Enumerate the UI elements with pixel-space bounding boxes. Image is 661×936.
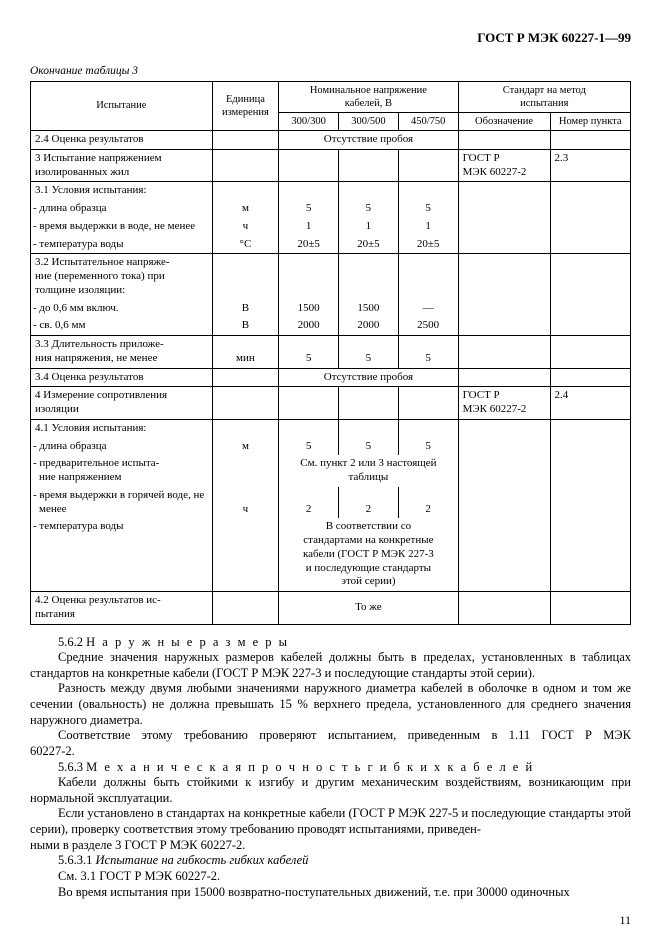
hdr-voltage-group: Номинальное напряжение кабелей, В [279,81,458,112]
table-row: 3.4 Оценка результатов [31,368,213,387]
table-caption: Окончание таблицы 3 [30,64,631,78]
hdr-unit: Единица измерения [212,81,279,130]
table-row: 4.1 Условия испытания: [31,419,213,437]
table-row: 3.1 Условия испытания: [31,182,213,200]
table-row: - время выдержки в горячей воде, не мене… [31,487,213,519]
table-row: - св. 0,6 мм [31,317,213,335]
page-number: 11 [619,913,631,928]
table-row: 3.2 Испытательное напряже- ние (переменн… [31,254,213,300]
body-text: 5.6.2 Н а р у ж н ы е р а з м е р ы Сред… [30,635,631,901]
table-row: - температура воды [31,518,213,591]
document-number: ГОСТ Р МЭК 60227-1—99 [30,30,631,46]
hdr-std-name: Обозначение [458,112,550,130]
hdr-v1: 300/300 [279,112,339,130]
hdr-v2: 300/500 [339,112,399,130]
table-row: 4 Измерение сопротивления изоляции [31,387,213,420]
table-row: - длина образца [31,200,213,218]
table-row: - температура воды [31,236,213,254]
table-row: - до 0,6 мм включ. [31,300,213,318]
hdr-std-group: Стандарт на метод испытания [458,81,630,112]
table-row: - предварительное испыта- ние напряжение… [31,455,213,487]
hdr-std-clause: Номер пункта [550,112,631,130]
table-row: - время выдержки в воде, не менее [31,218,213,236]
hdr-test: Испытание [31,81,213,130]
table-row: - длина образца [31,438,213,456]
table-row: 2.4 Оценка результатов [31,131,213,150]
data-table: Испытание Единица измерения Номинальное … [30,81,631,625]
hdr-v3: 450/750 [398,112,458,130]
table-row: 4.2 Оценка результатов ис- пытания [31,592,213,625]
table-row: 3 Испытание напряжением изолированных жи… [31,149,213,182]
table-row: 3.3 Длительность приложе- ния напряжения… [31,336,213,369]
